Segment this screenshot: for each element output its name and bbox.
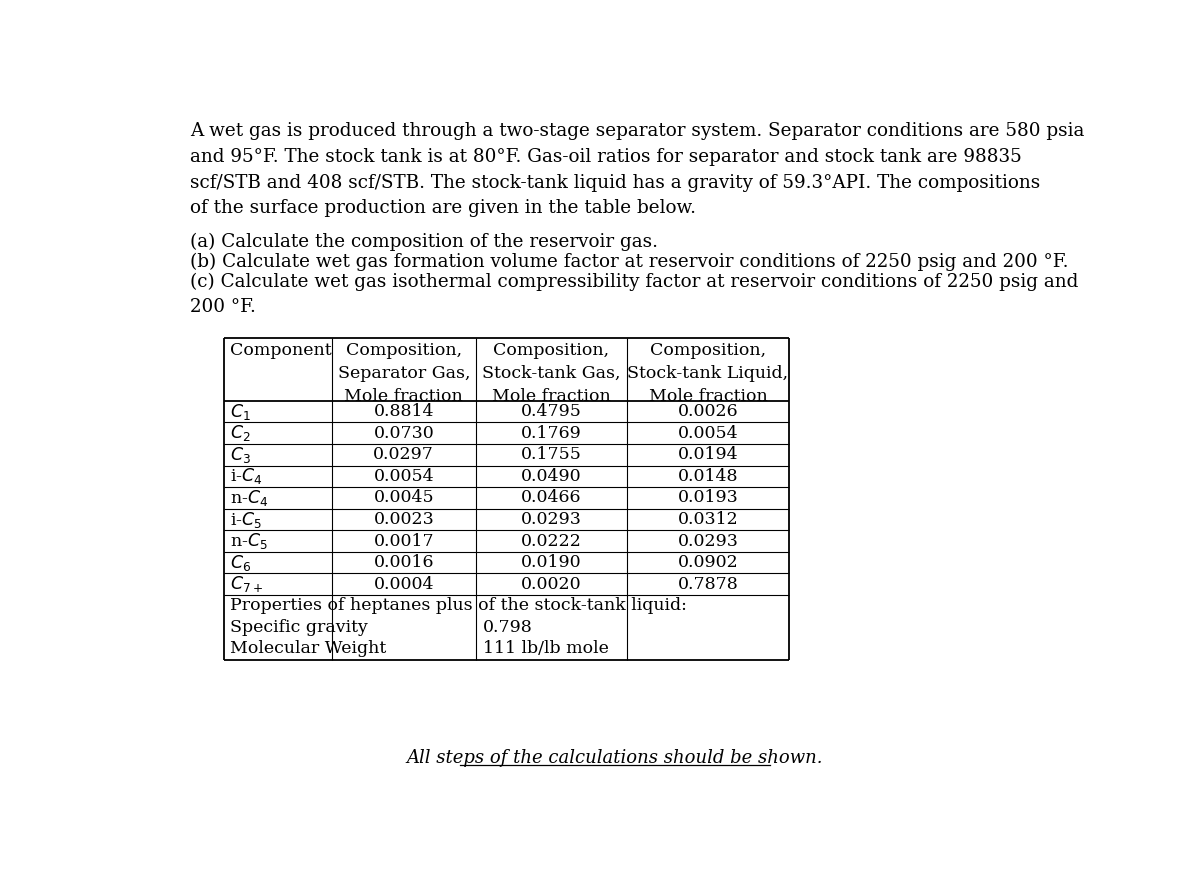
Text: 0.0016: 0.0016 <box>373 554 434 571</box>
Text: 0.0045: 0.0045 <box>373 489 434 506</box>
Text: (c) Calculate wet gas isothermal compressibility factor at reservoir conditions : (c) Calculate wet gas isothermal compres… <box>191 273 1079 317</box>
Text: All steps of the calculations should be shown.: All steps of the calculations should be … <box>407 749 823 767</box>
Text: 0.0293: 0.0293 <box>521 511 582 528</box>
Text: 0.0222: 0.0222 <box>521 532 582 550</box>
Text: $C_{7+}$: $C_{7+}$ <box>230 574 263 595</box>
Text: 0.0026: 0.0026 <box>678 403 738 420</box>
Text: 0.0190: 0.0190 <box>521 554 581 571</box>
Text: n-$C_4$: n-$C_4$ <box>230 488 268 508</box>
Text: 0.0054: 0.0054 <box>373 468 434 485</box>
Text: 0.0148: 0.0148 <box>678 468 738 485</box>
Text: 111 lb/lb mole: 111 lb/lb mole <box>484 640 610 658</box>
Text: 0.1755: 0.1755 <box>521 446 582 463</box>
Text: Properties of heptanes plus of the stock-tank liquid:: Properties of heptanes plus of the stock… <box>230 597 686 614</box>
Text: Specific gravity: Specific gravity <box>230 619 367 636</box>
Text: 0.7878: 0.7878 <box>678 575 738 593</box>
Text: 0.0490: 0.0490 <box>521 468 581 485</box>
Text: A wet gas is produced through a two-stage separator system. Separator conditions: A wet gas is produced through a two-stag… <box>191 122 1085 217</box>
Text: 0.0730: 0.0730 <box>373 424 434 442</box>
Text: $C_6$: $C_6$ <box>230 553 251 573</box>
Text: Composition,
Separator Gas,
Mole fraction: Composition, Separator Gas, Mole fractio… <box>337 342 470 405</box>
Text: 0.0297: 0.0297 <box>373 446 434 463</box>
Text: i-$C_5$: i-$C_5$ <box>230 510 262 530</box>
Text: $C_3$: $C_3$ <box>230 445 251 465</box>
Text: (b) Calculate wet gas formation volume factor at reservoir conditions of 2250 ps: (b) Calculate wet gas formation volume f… <box>191 253 1069 271</box>
Text: 0.0020: 0.0020 <box>521 575 581 593</box>
Text: Composition,
Stock-tank Gas,
Mole fraction: Composition, Stock-tank Gas, Mole fracti… <box>482 342 620 405</box>
Text: 0.0466: 0.0466 <box>521 489 581 506</box>
Text: 0.0194: 0.0194 <box>678 446 738 463</box>
Text: 0.0017: 0.0017 <box>373 532 434 550</box>
Text: 0.0902: 0.0902 <box>678 554 738 571</box>
Text: 0.0312: 0.0312 <box>678 511 738 528</box>
Text: $C_1$: $C_1$ <box>230 402 251 422</box>
Text: 0.0023: 0.0023 <box>373 511 434 528</box>
Text: 0.4795: 0.4795 <box>521 403 582 420</box>
Text: i-$C_4$: i-$C_4$ <box>230 467 263 487</box>
Text: 0.8814: 0.8814 <box>373 403 434 420</box>
Text: Molecular Weight: Molecular Weight <box>230 640 386 658</box>
Text: 0.1769: 0.1769 <box>521 424 582 442</box>
Text: Composition,
Stock-tank Liquid,
Mole fraction: Composition, Stock-tank Liquid, Mole fra… <box>628 342 788 405</box>
Text: 0.798: 0.798 <box>484 619 533 636</box>
Text: 0.0193: 0.0193 <box>678 489 738 506</box>
Text: (a) Calculate the composition of the reservoir gas.: (a) Calculate the composition of the res… <box>191 232 659 251</box>
Text: 0.0004: 0.0004 <box>373 575 434 593</box>
Text: $C_2$: $C_2$ <box>230 424 251 443</box>
Text: n-$C_5$: n-$C_5$ <box>230 531 268 551</box>
Text: 0.0293: 0.0293 <box>678 532 738 550</box>
Text: 0.0054: 0.0054 <box>678 424 738 442</box>
Text: Component: Component <box>230 342 331 360</box>
